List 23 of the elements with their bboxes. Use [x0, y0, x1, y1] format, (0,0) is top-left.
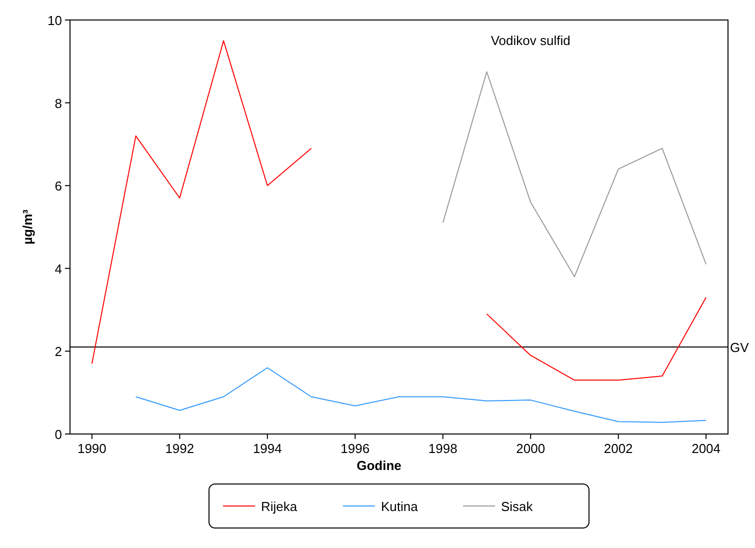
- y-tick-label: 6: [54, 178, 62, 194]
- x-axis-title: Godine: [356, 458, 402, 473]
- line-series: [442, 71, 707, 278]
- x-tick-label: 1992: [165, 441, 194, 456]
- x-tick-label: 1996: [340, 441, 370, 456]
- x-tick-label: 2002: [604, 441, 633, 456]
- text: Vodikov sulfid: [490, 32, 570, 48]
- y-tick-label: 8: [54, 96, 62, 111]
- y-tick-label: 2: [54, 344, 62, 360]
- y-axis-title: µg/m³: [20, 208, 35, 244]
- legend-label: Rijeka: [261, 499, 298, 514]
- x-tick-label: 1994: [252, 441, 282, 456]
- y-tick-label: 10: [48, 13, 62, 28]
- legend-label: Sisak: [501, 499, 534, 514]
- legend-label: Kutina: [381, 499, 419, 514]
- x-tick-label: 2004: [692, 441, 721, 456]
- ref-line-label: GV: [730, 340, 750, 356]
- x-tick-label: 2000: [516, 441, 546, 456]
- line-series: [135, 367, 707, 423]
- y-tick-label: 0: [54, 427, 62, 442]
- x-tick-label: 1998: [428, 441, 458, 456]
- x-tick-label: 1990: [77, 441, 106, 456]
- y-tick-label: 4: [54, 261, 62, 276]
